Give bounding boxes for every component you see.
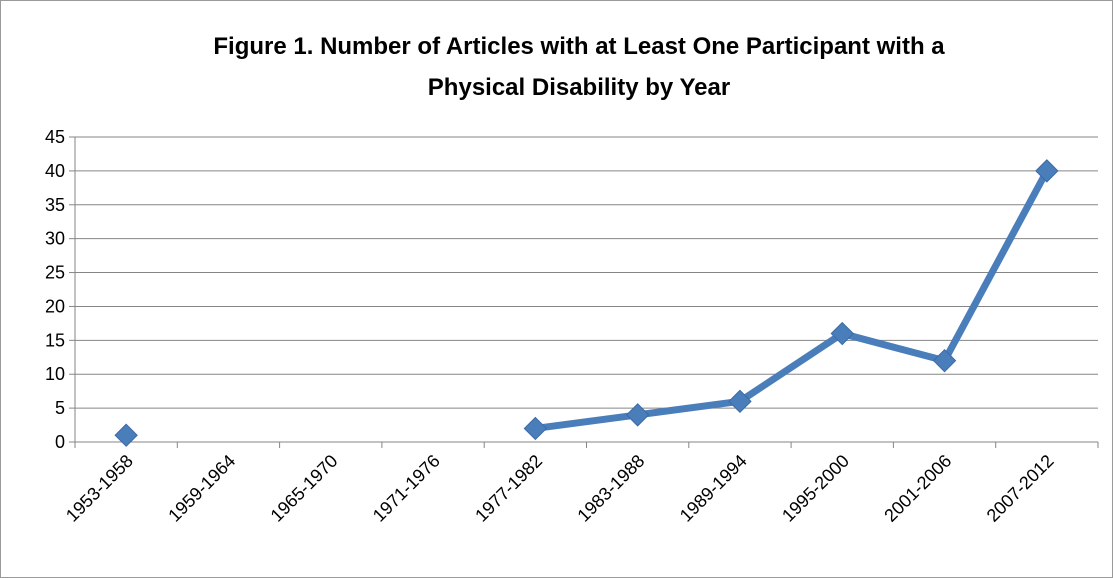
x-tick-label-1971-1976: 1971-1976 — [369, 451, 444, 526]
y-tick-label-10: 10 — [45, 364, 65, 384]
data-point-1953-1958 — [114, 423, 138, 447]
chart-title: Figure 1. Number of Articles with at Lea… — [213, 33, 945, 101]
x-tick-label-1995-2000: 1995-2000 — [778, 451, 853, 526]
y-tick-label-40: 40 — [45, 161, 65, 181]
data-point-1989-1994 — [728, 389, 752, 414]
x-tick-label-2001-2006: 2001-2006 — [880, 451, 955, 526]
x-tick-label-1983-1988: 1983-1988 — [573, 451, 648, 526]
y-tick-label-15: 15 — [45, 330, 65, 350]
x-tick-label-1989-1994: 1989-1994 — [676, 451, 751, 526]
y-axis-ticks: 0 5 10 15 20 25 30 35 40 45 — [45, 127, 75, 452]
data-point-1995-2000 — [830, 321, 854, 346]
y-tick-label-30: 30 — [45, 229, 65, 249]
axes — [74, 137, 1098, 443]
x-tick-label-1953-1958: 1953-1958 — [62, 451, 137, 526]
data-point-2007-2012 — [1035, 159, 1059, 183]
data-point-1983-1988 — [625, 403, 650, 427]
gridlines — [75, 136, 1098, 409]
x-tick-label-1965-1970: 1965-1970 — [267, 451, 342, 526]
data-point-2001-2006 — [932, 348, 957, 373]
y-tick-label-35: 35 — [45, 195, 65, 215]
y-tick-label-5: 5 — [55, 398, 65, 418]
series-0-line-segment-1 — [531, 167, 1051, 432]
x-tick-label-1959-1964: 1959-1964 — [164, 451, 239, 526]
x-axis-ticks: 1953-1958 1959-1964 1965-1970 1971-1976 1977… — [62, 442, 1099, 526]
series — [114, 159, 1059, 447]
y-tick-label-45: 45 — [45, 127, 65, 147]
chart-title-line-2: Physical Disability by Year — [428, 74, 730, 101]
x-tick-label-2007-2012: 2007-2012 — [983, 451, 1058, 526]
y-tick-label-25: 25 — [45, 263, 65, 283]
chart-title-line-1: Figure 1. Number of Articles with at Lea… — [213, 33, 945, 60]
data-point-1977-1982 — [523, 416, 548, 441]
y-tick-label-20: 20 — [45, 296, 65, 316]
x-tick-label-1977-1982: 1977-1982 — [471, 451, 546, 526]
y-tick-label-0: 0 — [55, 432, 65, 452]
